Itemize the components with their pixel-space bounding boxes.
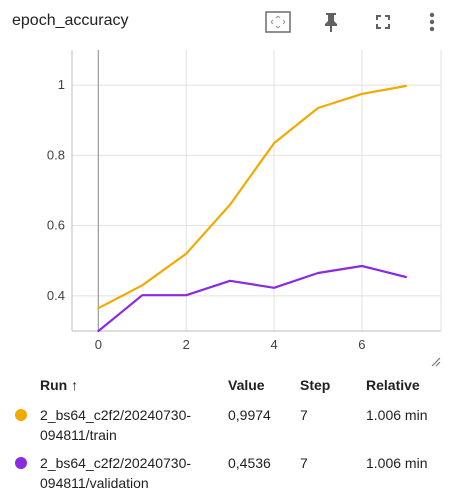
resize-handle-icon[interactable]	[431, 357, 441, 367]
x-tick-label: 6	[358, 337, 365, 352]
header-value[interactable]: Value	[228, 377, 265, 393]
pin-button[interactable]	[317, 8, 345, 36]
run-name-line2: 094811/train	[40, 427, 117, 443]
grid	[72, 50, 441, 331]
run-name-line1: 2_bs64_c2f2/20240730-	[40, 455, 192, 471]
more-options-button[interactable]	[418, 8, 446, 36]
run-value: 0,4536	[228, 455, 271, 471]
x-tick-label: 4	[270, 337, 277, 352]
y-tick-label: 0.6	[47, 218, 65, 233]
more-vert-icon	[429, 12, 435, 32]
series-lines	[97, 84, 407, 333]
line-chart[interactable]: 0 2 4 6 0.4 0.6 0.8 1	[0, 40, 449, 370]
x-tick-label: 0	[95, 337, 102, 352]
fit-domain-button[interactable]	[264, 8, 292, 36]
chart-title: epoch_accuracy	[12, 12, 129, 29]
fullscreen-icon	[376, 15, 390, 29]
x-tick-label: 2	[183, 337, 190, 352]
y-tick-label: 1	[58, 77, 65, 92]
pin-icon	[325, 13, 337, 32]
y-tick-label: 0.4	[47, 288, 65, 303]
run-value: 0,9974	[228, 407, 271, 423]
fullscreen-button[interactable]	[369, 8, 397, 36]
run-name: 2_bs64_c2f2/20240730- 094811/train	[40, 405, 230, 445]
fit-domain-icon	[265, 11, 291, 33]
series-color-dot	[15, 409, 27, 421]
axes	[71, 50, 442, 332]
header-step[interactable]: Step	[300, 377, 331, 393]
header-relative[interactable]: Relative	[366, 377, 420, 393]
header-run[interactable]: Run ↑	[40, 377, 79, 393]
series-color-dot	[15, 457, 27, 469]
run-step: 7	[300, 455, 308, 471]
tick-labels: 0 2 4 6 0.4 0.6 0.8 1	[47, 77, 366, 352]
series-line-0	[97, 84, 407, 310]
run-relative: 1.006 min	[366, 407, 428, 423]
run-name-line2: 094811/validation	[40, 475, 149, 491]
y-tick-label: 0.8	[47, 147, 65, 162]
run-name: 2_bs64_c2f2/20240730- 094811/validation	[40, 453, 230, 493]
series-line-1	[97, 264, 407, 333]
run-relative: 1.006 min	[366, 455, 428, 471]
run-name-line1: 2_bs64_c2f2/20240730-	[40, 407, 192, 423]
run-step: 7	[300, 407, 308, 423]
